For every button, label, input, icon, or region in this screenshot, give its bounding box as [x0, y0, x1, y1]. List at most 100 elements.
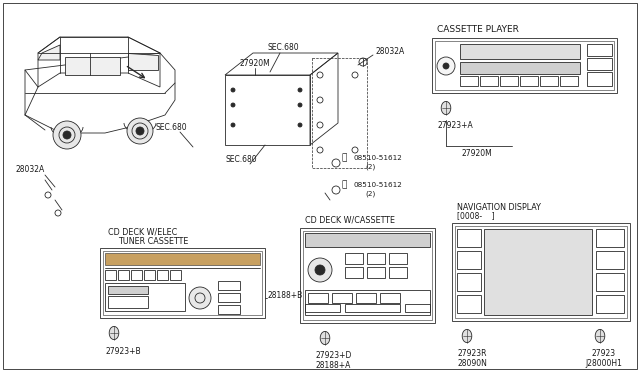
- Bar: [345, 267, 363, 278]
- Bar: [457, 295, 481, 313]
- Bar: [389, 267, 407, 278]
- Circle shape: [231, 123, 235, 127]
- Bar: [105, 253, 260, 265]
- Text: 27920M: 27920M: [462, 148, 493, 157]
- Ellipse shape: [441, 102, 451, 115]
- Text: (2): (2): [365, 191, 375, 197]
- Bar: [131, 270, 142, 280]
- Bar: [520, 76, 538, 86]
- Text: TUNER CASSETTE: TUNER CASSETTE: [118, 237, 188, 246]
- Text: Ⓢ: Ⓢ: [342, 154, 348, 163]
- Bar: [457, 273, 481, 291]
- Text: NAVIGATION DISPLAY: NAVIGATION DISPLAY: [457, 203, 541, 212]
- Bar: [305, 304, 340, 312]
- Bar: [367, 253, 385, 264]
- Text: 27923+B: 27923+B: [106, 346, 141, 356]
- Bar: [596, 273, 624, 291]
- Bar: [218, 293, 240, 302]
- Circle shape: [63, 131, 71, 139]
- Polygon shape: [65, 57, 120, 75]
- Circle shape: [127, 118, 153, 144]
- Text: SEC.680: SEC.680: [155, 122, 187, 131]
- Text: 28090N: 28090N: [457, 359, 487, 369]
- Bar: [587, 72, 612, 86]
- Bar: [225, 75, 310, 145]
- Bar: [460, 44, 580, 59]
- Bar: [345, 253, 363, 264]
- Bar: [332, 293, 352, 303]
- Text: 28188+B: 28188+B: [268, 292, 303, 301]
- Text: 27920M: 27920M: [240, 60, 271, 68]
- Bar: [457, 229, 481, 247]
- Text: J28000H1: J28000H1: [585, 359, 622, 369]
- Bar: [218, 305, 240, 314]
- Bar: [380, 293, 400, 303]
- Bar: [305, 290, 430, 315]
- Bar: [303, 231, 432, 320]
- Text: 08510-51612: 08510-51612: [354, 155, 403, 161]
- Circle shape: [298, 123, 302, 127]
- Bar: [500, 76, 518, 86]
- Bar: [587, 44, 612, 56]
- Circle shape: [443, 63, 449, 69]
- Bar: [457, 251, 481, 269]
- Text: 28188+A: 28188+A: [315, 362, 350, 371]
- Bar: [480, 76, 498, 86]
- Circle shape: [136, 127, 144, 135]
- Circle shape: [298, 103, 302, 107]
- Text: (2): (2): [365, 164, 375, 170]
- Bar: [452, 223, 630, 321]
- Bar: [432, 38, 617, 93]
- Bar: [100, 248, 265, 318]
- Circle shape: [437, 57, 455, 75]
- Circle shape: [231, 88, 235, 92]
- Circle shape: [315, 265, 325, 275]
- Bar: [305, 233, 430, 247]
- Circle shape: [189, 287, 211, 309]
- Bar: [596, 251, 624, 269]
- Bar: [460, 62, 580, 74]
- Bar: [108, 286, 148, 294]
- Bar: [587, 58, 612, 70]
- Bar: [103, 251, 262, 315]
- Text: CD DECK W/ELEC: CD DECK W/ELEC: [108, 228, 177, 237]
- Text: [0008-    ]: [0008- ]: [457, 212, 495, 221]
- Bar: [105, 270, 116, 280]
- Bar: [405, 304, 430, 312]
- Bar: [367, 267, 385, 278]
- Ellipse shape: [595, 329, 605, 343]
- Bar: [118, 270, 129, 280]
- Bar: [157, 270, 168, 280]
- Polygon shape: [128, 53, 158, 70]
- Bar: [105, 283, 185, 311]
- Bar: [460, 76, 478, 86]
- Bar: [170, 270, 181, 280]
- Bar: [484, 229, 592, 315]
- Bar: [356, 293, 376, 303]
- Circle shape: [53, 121, 81, 149]
- Bar: [300, 228, 435, 323]
- Text: Ⓢ: Ⓢ: [342, 180, 348, 189]
- Text: 27923+A: 27923+A: [438, 122, 474, 131]
- Bar: [308, 293, 328, 303]
- Bar: [312, 58, 367, 168]
- Text: CD DECK W/CASSETTE: CD DECK W/CASSETTE: [305, 215, 395, 224]
- Text: 27923R: 27923R: [457, 350, 486, 359]
- Text: CASSETTE PLAYER: CASSETTE PLAYER: [437, 26, 519, 35]
- Bar: [596, 229, 624, 247]
- Bar: [389, 253, 407, 264]
- Circle shape: [231, 103, 235, 107]
- Text: SEC.680: SEC.680: [225, 155, 257, 164]
- Circle shape: [308, 258, 332, 282]
- Bar: [218, 281, 240, 290]
- Circle shape: [298, 88, 302, 92]
- Bar: [560, 76, 578, 86]
- Bar: [345, 304, 400, 312]
- Text: 28032A: 28032A: [375, 48, 404, 57]
- Bar: [455, 226, 627, 318]
- Ellipse shape: [462, 329, 472, 343]
- Bar: [540, 76, 558, 86]
- Bar: [435, 41, 614, 90]
- Ellipse shape: [109, 326, 119, 340]
- Text: 27923+D: 27923+D: [315, 352, 351, 360]
